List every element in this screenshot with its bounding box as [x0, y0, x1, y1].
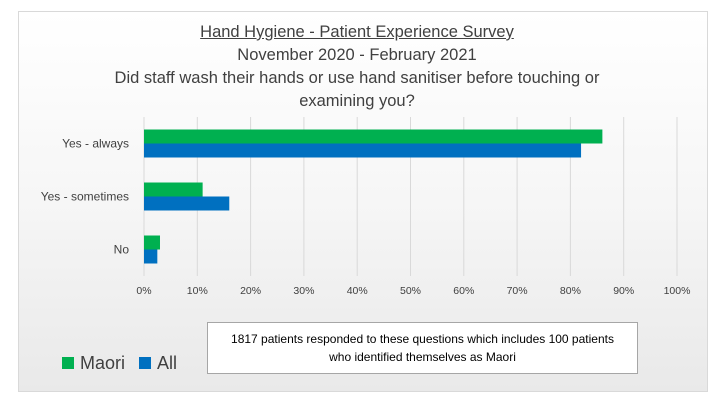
annotation-box: 1817 patients responded to these questio… [207, 322, 638, 374]
chart-question-line-1: Did staff wash their hands or use hand s… [114, 69, 600, 87]
x-tick-label: 70% [507, 285, 528, 297]
legend-item-maori: Maori [62, 353, 125, 374]
x-tick-label: 10% [187, 285, 208, 297]
bar [144, 129, 603, 144]
x-tick-label: 40% [347, 285, 368, 297]
x-tick-label: 30% [293, 285, 314, 297]
bar [144, 235, 160, 250]
legend-swatch-maori [62, 357, 74, 369]
x-tick-label: 60% [453, 285, 474, 297]
category-label: Yes - sometimes [41, 190, 129, 204]
bar [144, 143, 582, 158]
chart-title: Hand Hygiene - Patient Experience Survey [200, 23, 514, 41]
legend: Maori All [62, 352, 191, 374]
legend-label-all: All [157, 352, 178, 373]
x-tick-label: 90% [613, 285, 634, 297]
legend-label-maori: Maori [80, 352, 126, 373]
x-tick-label: 50% [400, 285, 421, 297]
bar [144, 196, 230, 211]
legend-item-all: All [139, 353, 177, 374]
bar [144, 249, 158, 264]
chart-subtitle: November 2020 - February 2021 [237, 46, 477, 64]
chart-question-line-2: examining you? [299, 92, 415, 110]
x-tick-label: 20% [240, 285, 261, 297]
x-tick-label: 80% [560, 285, 581, 297]
x-tick-label: 100% [664, 285, 691, 297]
bar [144, 182, 203, 197]
annotation-text: 1817 patients responded to these questio… [231, 332, 614, 364]
category-label: Yes - always [62, 137, 129, 151]
x-tick-label: 0% [136, 285, 151, 297]
category-label: No [114, 243, 130, 257]
legend-swatch-all [139, 357, 152, 369]
